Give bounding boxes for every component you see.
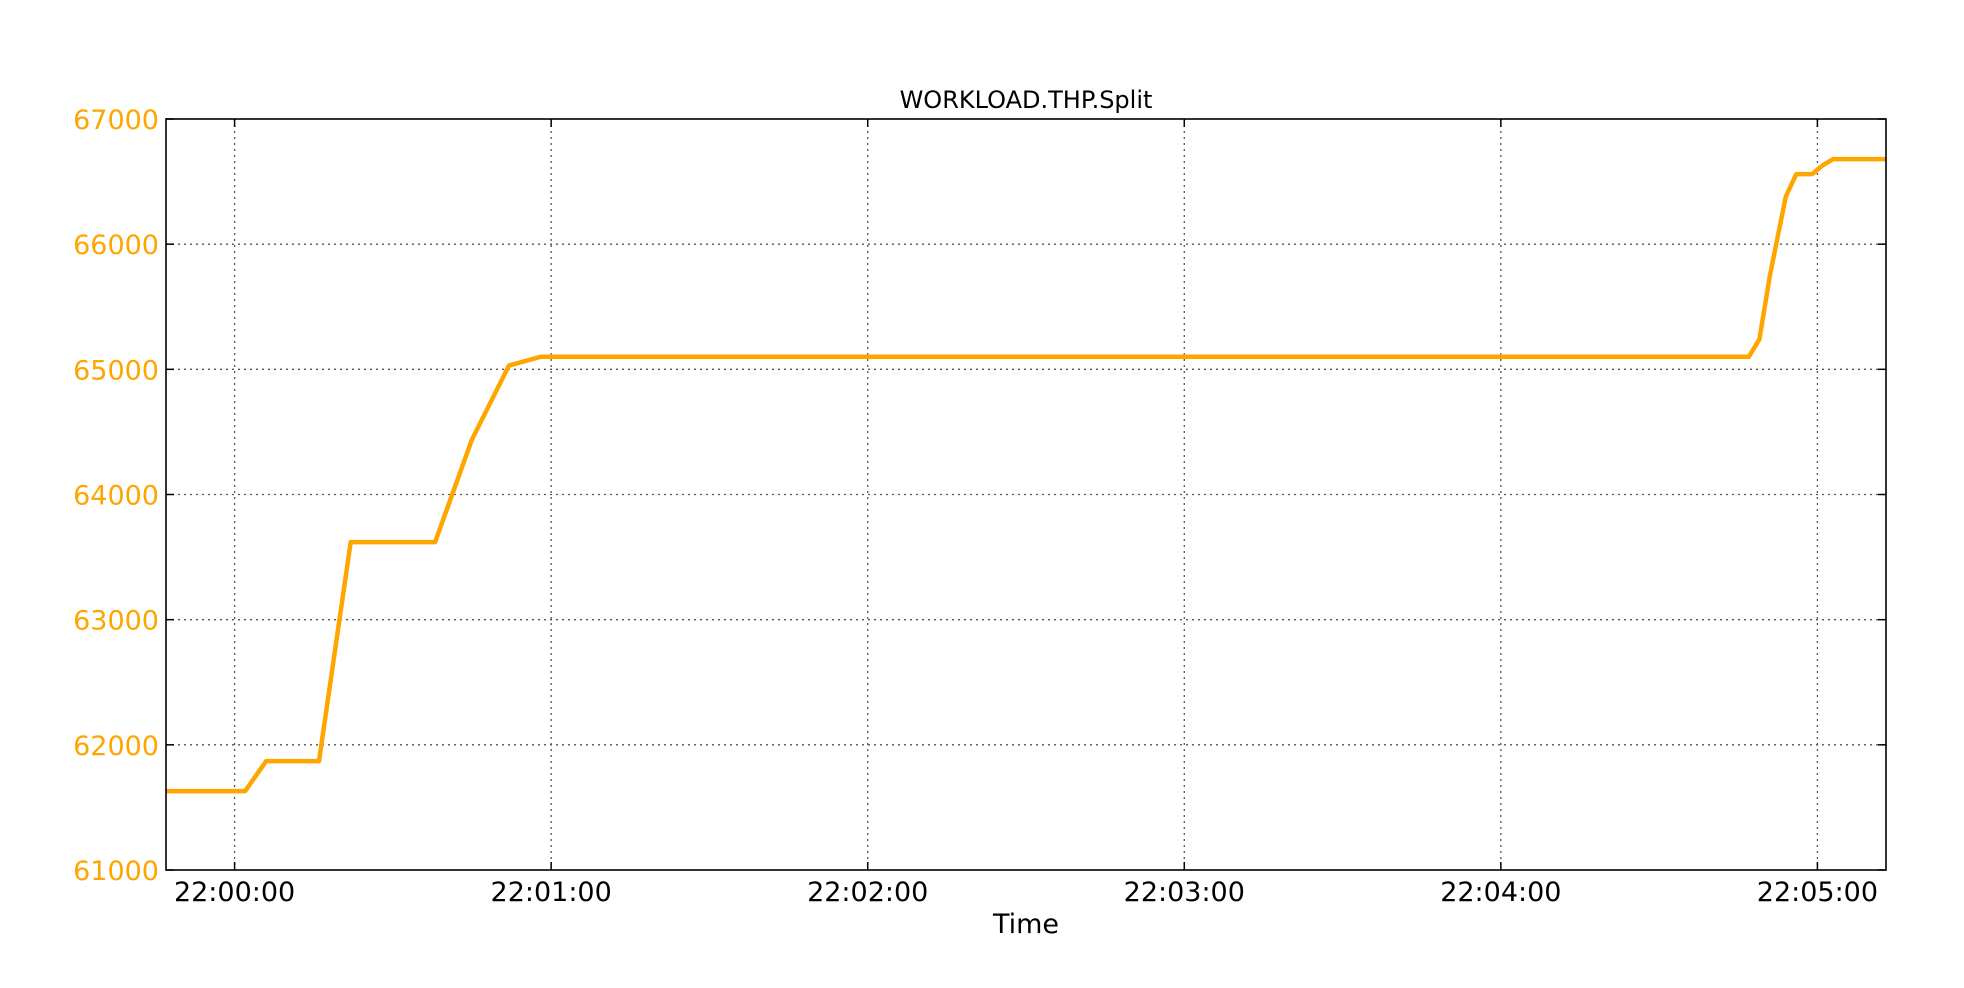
x-axis-label: Time [992,909,1059,940]
x-tick-label: 22:05:00 [1757,877,1878,908]
x-tick-label: 22:01:00 [491,877,612,908]
x-tick-label: 22:03:00 [1124,877,1245,908]
y-tick-label: 67000 [73,105,159,136]
y-tick-label: 63000 [73,606,159,637]
y-tick-label: 64000 [73,481,159,512]
tick-layer: 22:00:00 22:01:00 22:02:00 22:03:00 22:04:00… [73,105,1886,908]
chart-title: WORKLOAD.THP.Split [900,86,1153,114]
y-tick-label: 62000 [73,731,159,762]
x-tick-label: 22:02:00 [807,877,928,908]
y-tick-label: 66000 [73,230,159,261]
y-tick-label: 65000 [73,355,159,386]
y-tick-label: 61000 [73,856,159,887]
series-layer [166,156,1886,794]
x-tick-label: 22:04:00 [1440,877,1561,908]
x-tick-label: 22:00:00 [174,877,295,908]
series-line [166,156,1886,794]
grid-layer [166,119,1886,870]
